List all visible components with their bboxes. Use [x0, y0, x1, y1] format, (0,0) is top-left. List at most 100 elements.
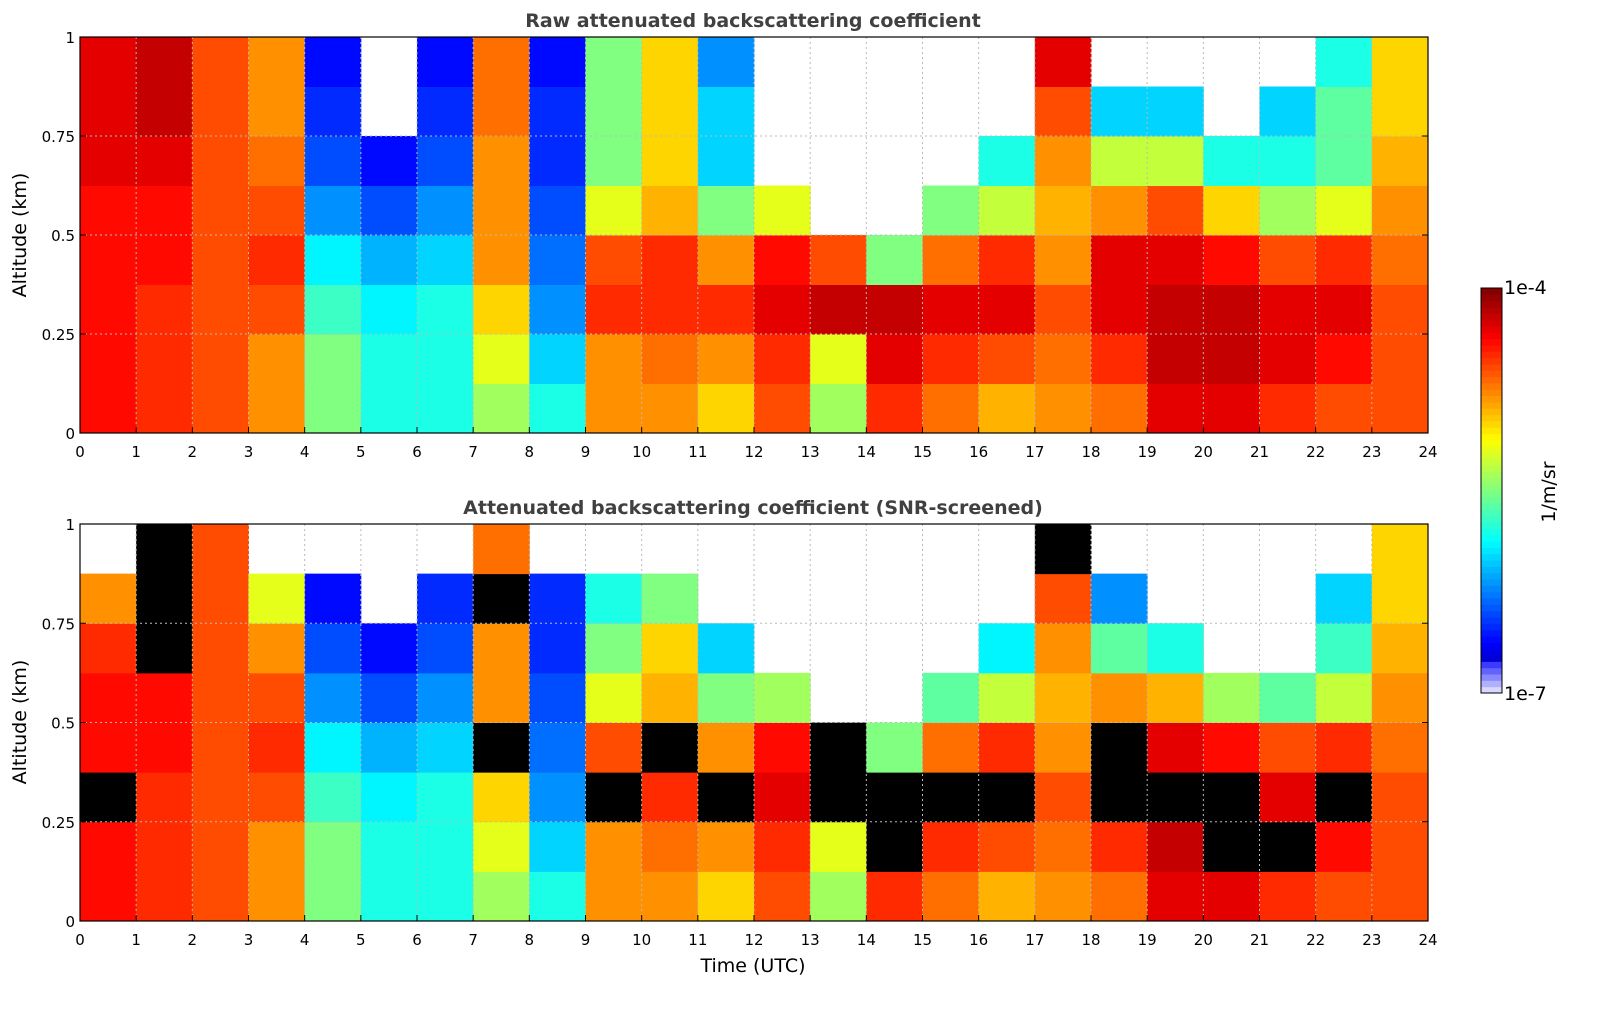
x-axis-label: Time (UTC): [699, 955, 805, 977]
heatmap-cell: [1034, 722, 1092, 773]
heatmap-cell: [1259, 86, 1317, 137]
heatmap-cell: [80, 772, 137, 823]
colorbar-step: [1481, 414, 1502, 422]
colorbar-step: [1481, 566, 1502, 574]
heatmap-cell: [136, 722, 193, 773]
top-chart-title: Raw attenuated backscattering coefficien…: [525, 10, 981, 32]
heatmap-cell: [529, 821, 586, 872]
heatmap-cell: [1371, 86, 1429, 137]
heatmap-cell: [304, 37, 362, 87]
heatmap-cell: [697, 136, 755, 186]
x-tick-label: 2: [188, 443, 198, 461]
heatmap-cell: [192, 524, 249, 575]
heatmap-cell: [192, 672, 249, 723]
colorbar-step: [1481, 452, 1502, 460]
colorbar-step: [1481, 471, 1502, 479]
heatmap-cell: [136, 185, 193, 236]
heatmap-cell: [978, 334, 1036, 384]
colorbar-step: [1481, 490, 1502, 498]
heatmap-cell: [585, 284, 643, 335]
heatmap-cell: [417, 37, 474, 87]
heatmap-cell: [529, 623, 586, 674]
heatmap-cell: [80, 821, 137, 872]
heatmap-cell: [417, 235, 474, 285]
colorbar-step: [1481, 591, 1502, 599]
colorbar-step: [1481, 363, 1502, 371]
heatmap-cell: [1203, 136, 1260, 186]
colorbar-step: [1481, 433, 1502, 441]
heatmap-cell: [1203, 284, 1260, 335]
heatmap-cell: [866, 772, 923, 823]
colorbar-step: [1481, 560, 1502, 567]
heatmap-cell: [248, 136, 306, 186]
heatmap-cell: [248, 235, 306, 285]
heatmap-cell: [1147, 772, 1204, 823]
heatmap-cell: [585, 37, 643, 87]
heatmap-cell: [136, 672, 193, 723]
x-tick-label: 16: [969, 443, 988, 461]
x-tick-label: 3: [244, 931, 254, 949]
heatmap-cell: [80, 383, 137, 434]
heatmap-cell: [754, 334, 811, 384]
heatmap-cell: [360, 672, 418, 723]
heatmap-cell: [1371, 284, 1429, 335]
colorbar: [1480, 287, 1503, 694]
heatmap-cell: [1147, 284, 1204, 335]
colorbar-step: [1481, 389, 1502, 397]
heatmap-cell: [529, 136, 586, 186]
heatmap-cell: [304, 623, 362, 674]
heatmap-cell: [1091, 573, 1148, 624]
heatmap-cell: [529, 871, 586, 922]
heatmap-cell: [192, 573, 249, 624]
heatmap-cell: [810, 821, 867, 872]
heatmap-cell: [1371, 672, 1429, 723]
heatmap-cell: [360, 185, 418, 236]
x-tick-label: 4: [300, 443, 310, 461]
heatmap-cell: [754, 871, 811, 922]
heatmap-cell: [1091, 821, 1148, 872]
heatmap-cell: [922, 722, 980, 773]
x-tick-label: 23: [1362, 443, 1381, 461]
heatmap-cell: [473, 772, 530, 823]
heatmap-cell: [810, 284, 867, 335]
heatmap-cell: [192, 334, 249, 384]
colorbar-step: [1481, 509, 1502, 517]
heatmap-cell: [697, 821, 755, 872]
heatmap-cell: [136, 821, 193, 872]
colorbar-step: [1481, 439, 1502, 447]
heatmap-cell: [1034, 772, 1092, 823]
heatmap-cell: [248, 185, 306, 236]
heatmap-cell: [754, 821, 811, 872]
y-tick-label: 0.75: [42, 615, 75, 633]
x-tick-label: 10: [632, 931, 651, 949]
heatmap-cell: [697, 334, 755, 384]
colorbar-step: [1481, 541, 1502, 548]
heatmap-cell: [1371, 524, 1429, 575]
heatmap-cell: [697, 672, 755, 723]
heatmap-cell: [585, 383, 643, 434]
heatmap-cell: [136, 623, 193, 674]
x-tick-label: 9: [581, 443, 591, 461]
colorbar-step: [1481, 332, 1502, 340]
heatmap-cell: [417, 136, 474, 186]
heatmap-cell: [697, 284, 755, 335]
heatmap-cell: [978, 383, 1036, 434]
heatmap-cell: [417, 821, 474, 872]
bottom-chart-title: Attenuated backscattering coefficient (S…: [463, 497, 1043, 519]
heatmap-cell: [641, 821, 699, 872]
heatmap-cell: [136, 573, 193, 624]
heatmap-cell: [1147, 86, 1204, 137]
heatmap-cell: [585, 136, 643, 186]
heatmap-cell: [1203, 772, 1260, 823]
heatmap-cell: [585, 235, 643, 285]
colorbar-step: [1481, 585, 1502, 593]
x-tick-label: 15: [913, 931, 932, 949]
colorbar-step: [1481, 344, 1502, 352]
heatmap-cell: [585, 86, 643, 137]
colorbar-step: [1481, 325, 1502, 333]
x-tick-label: 13: [801, 443, 820, 461]
heatmap-cell: [697, 185, 755, 236]
y-tick-label: 0.75: [42, 128, 75, 146]
heatmap-cell: [1315, 86, 1373, 137]
colorbar-step: [1481, 477, 1502, 485]
